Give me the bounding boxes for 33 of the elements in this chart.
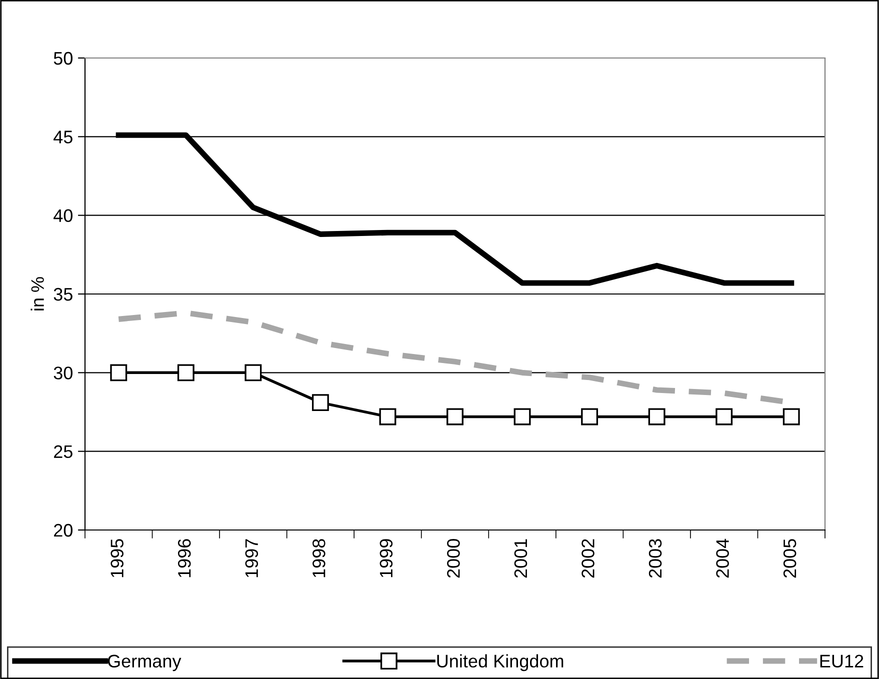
point	[648, 408, 666, 426]
x-tick-label: 1995	[110, 539, 124, 578]
x-tick-label: 2003	[648, 539, 662, 578]
x-tick-label: 1999	[380, 539, 393, 578]
point	[446, 408, 464, 426]
x-tick-label: 2001	[514, 539, 528, 578]
x-tick-label: 1996	[178, 539, 191, 578]
point	[581, 408, 598, 426]
point	[312, 394, 329, 412]
point	[177, 364, 194, 382]
x-tick-label: 2005	[783, 539, 796, 578]
point	[379, 408, 396, 426]
point	[244, 364, 262, 382]
legend-label: Germany	[108, 654, 182, 672]
x-tick-label: 2004	[716, 538, 729, 578]
y-tick-label: 30	[54, 366, 72, 380]
y-tick-label: 35	[54, 288, 72, 301]
y-axis-title: in %	[30, 277, 44, 310]
point	[110, 364, 128, 382]
point	[514, 408, 531, 426]
legend-label: United Kingdom	[437, 654, 564, 672]
point	[716, 408, 733, 426]
y-tick-label: 20	[54, 524, 72, 537]
y-tick-label: 40	[54, 209, 72, 222]
x-tick-label: 1998	[312, 539, 326, 578]
x-tick-label: 2002	[582, 539, 594, 578]
y-tick-label: 50	[54, 52, 72, 65]
y-tick-label: 45	[54, 130, 72, 144]
y-tick-label: 25	[54, 445, 72, 458]
x-tick-label: 2000	[447, 539, 460, 578]
point	[782, 408, 800, 426]
x-tick-label: 1997	[245, 539, 258, 578]
legend-label: EU12	[820, 654, 864, 668]
